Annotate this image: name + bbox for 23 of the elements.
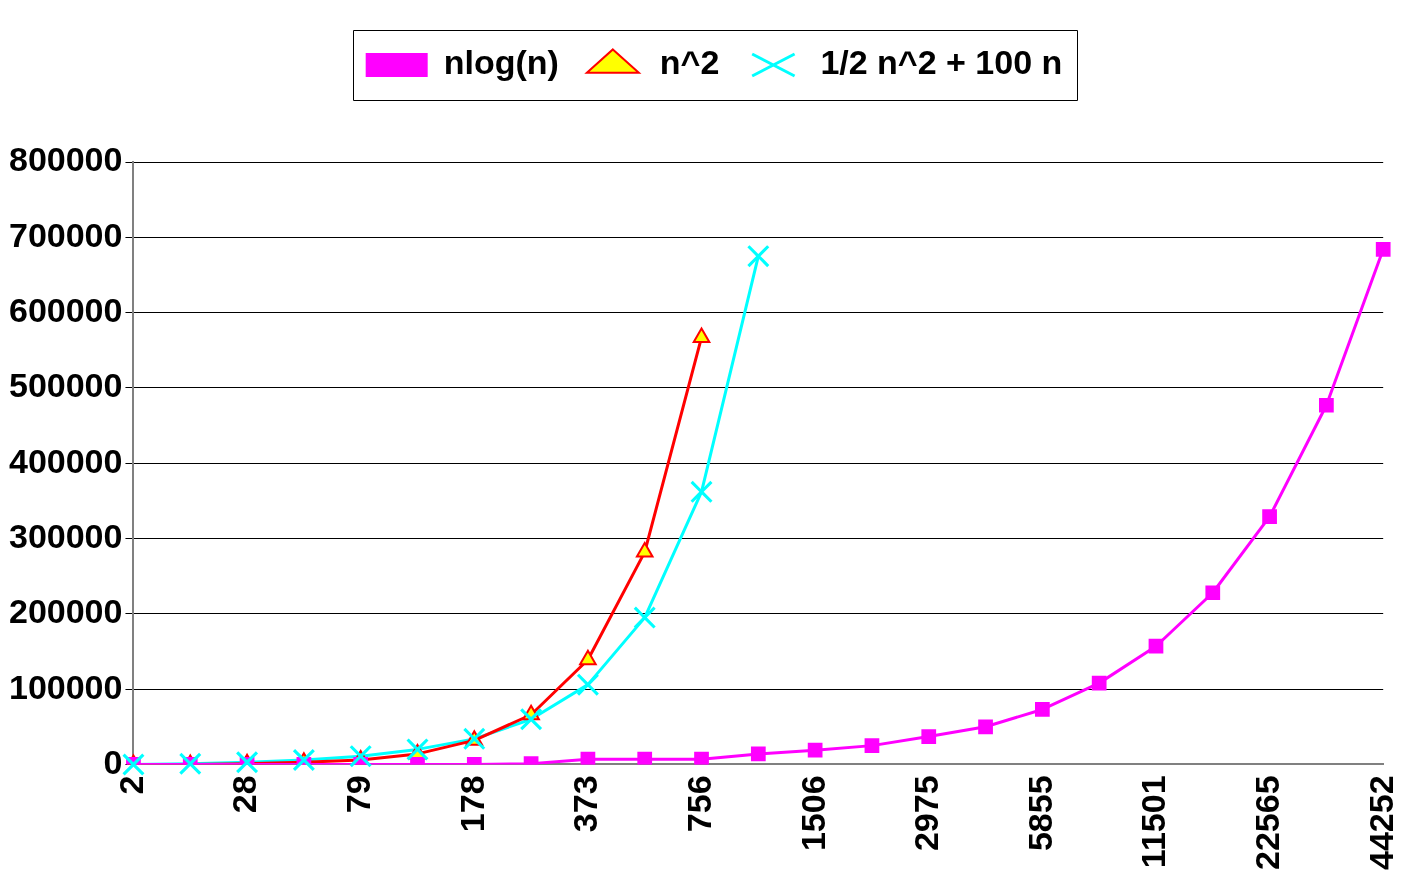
x-tick-label: 2975	[907, 775, 946, 852]
legend-label: nlog(n)	[443, 43, 559, 82]
y-tick-label: 300000	[8, 516, 123, 555]
x-tick-label: 44252	[1361, 775, 1400, 870]
y-tick-label: 200000	[8, 592, 123, 631]
x-tick-label: 11501	[1134, 775, 1173, 869]
y-tick-label: 500000	[8, 366, 123, 405]
x-tick-label: 28	[225, 775, 264, 814]
x-tick-label: 5855	[1020, 775, 1059, 852]
y-tick-label: 700000	[8, 215, 123, 254]
x-tick-label: 79	[339, 775, 378, 814]
x-tick-label: 756	[679, 775, 718, 833]
legend-label: 1/2 n^2 + 100 n	[820, 43, 1063, 82]
x-tick-label: 373	[566, 775, 605, 833]
y-tick-label: 800000	[8, 140, 123, 179]
y-tick-label: 100000	[8, 667, 123, 706]
x-tick-label: 1506	[793, 775, 832, 852]
legend-label: n^2	[659, 43, 720, 82]
x-tick-label: 2	[111, 775, 150, 795]
x-tick-label: 178	[452, 775, 491, 833]
x-tick-label: 22565	[1247, 775, 1286, 870]
y-tick-label: 600000	[8, 290, 123, 329]
y-tick-label: 400000	[8, 441, 123, 480]
